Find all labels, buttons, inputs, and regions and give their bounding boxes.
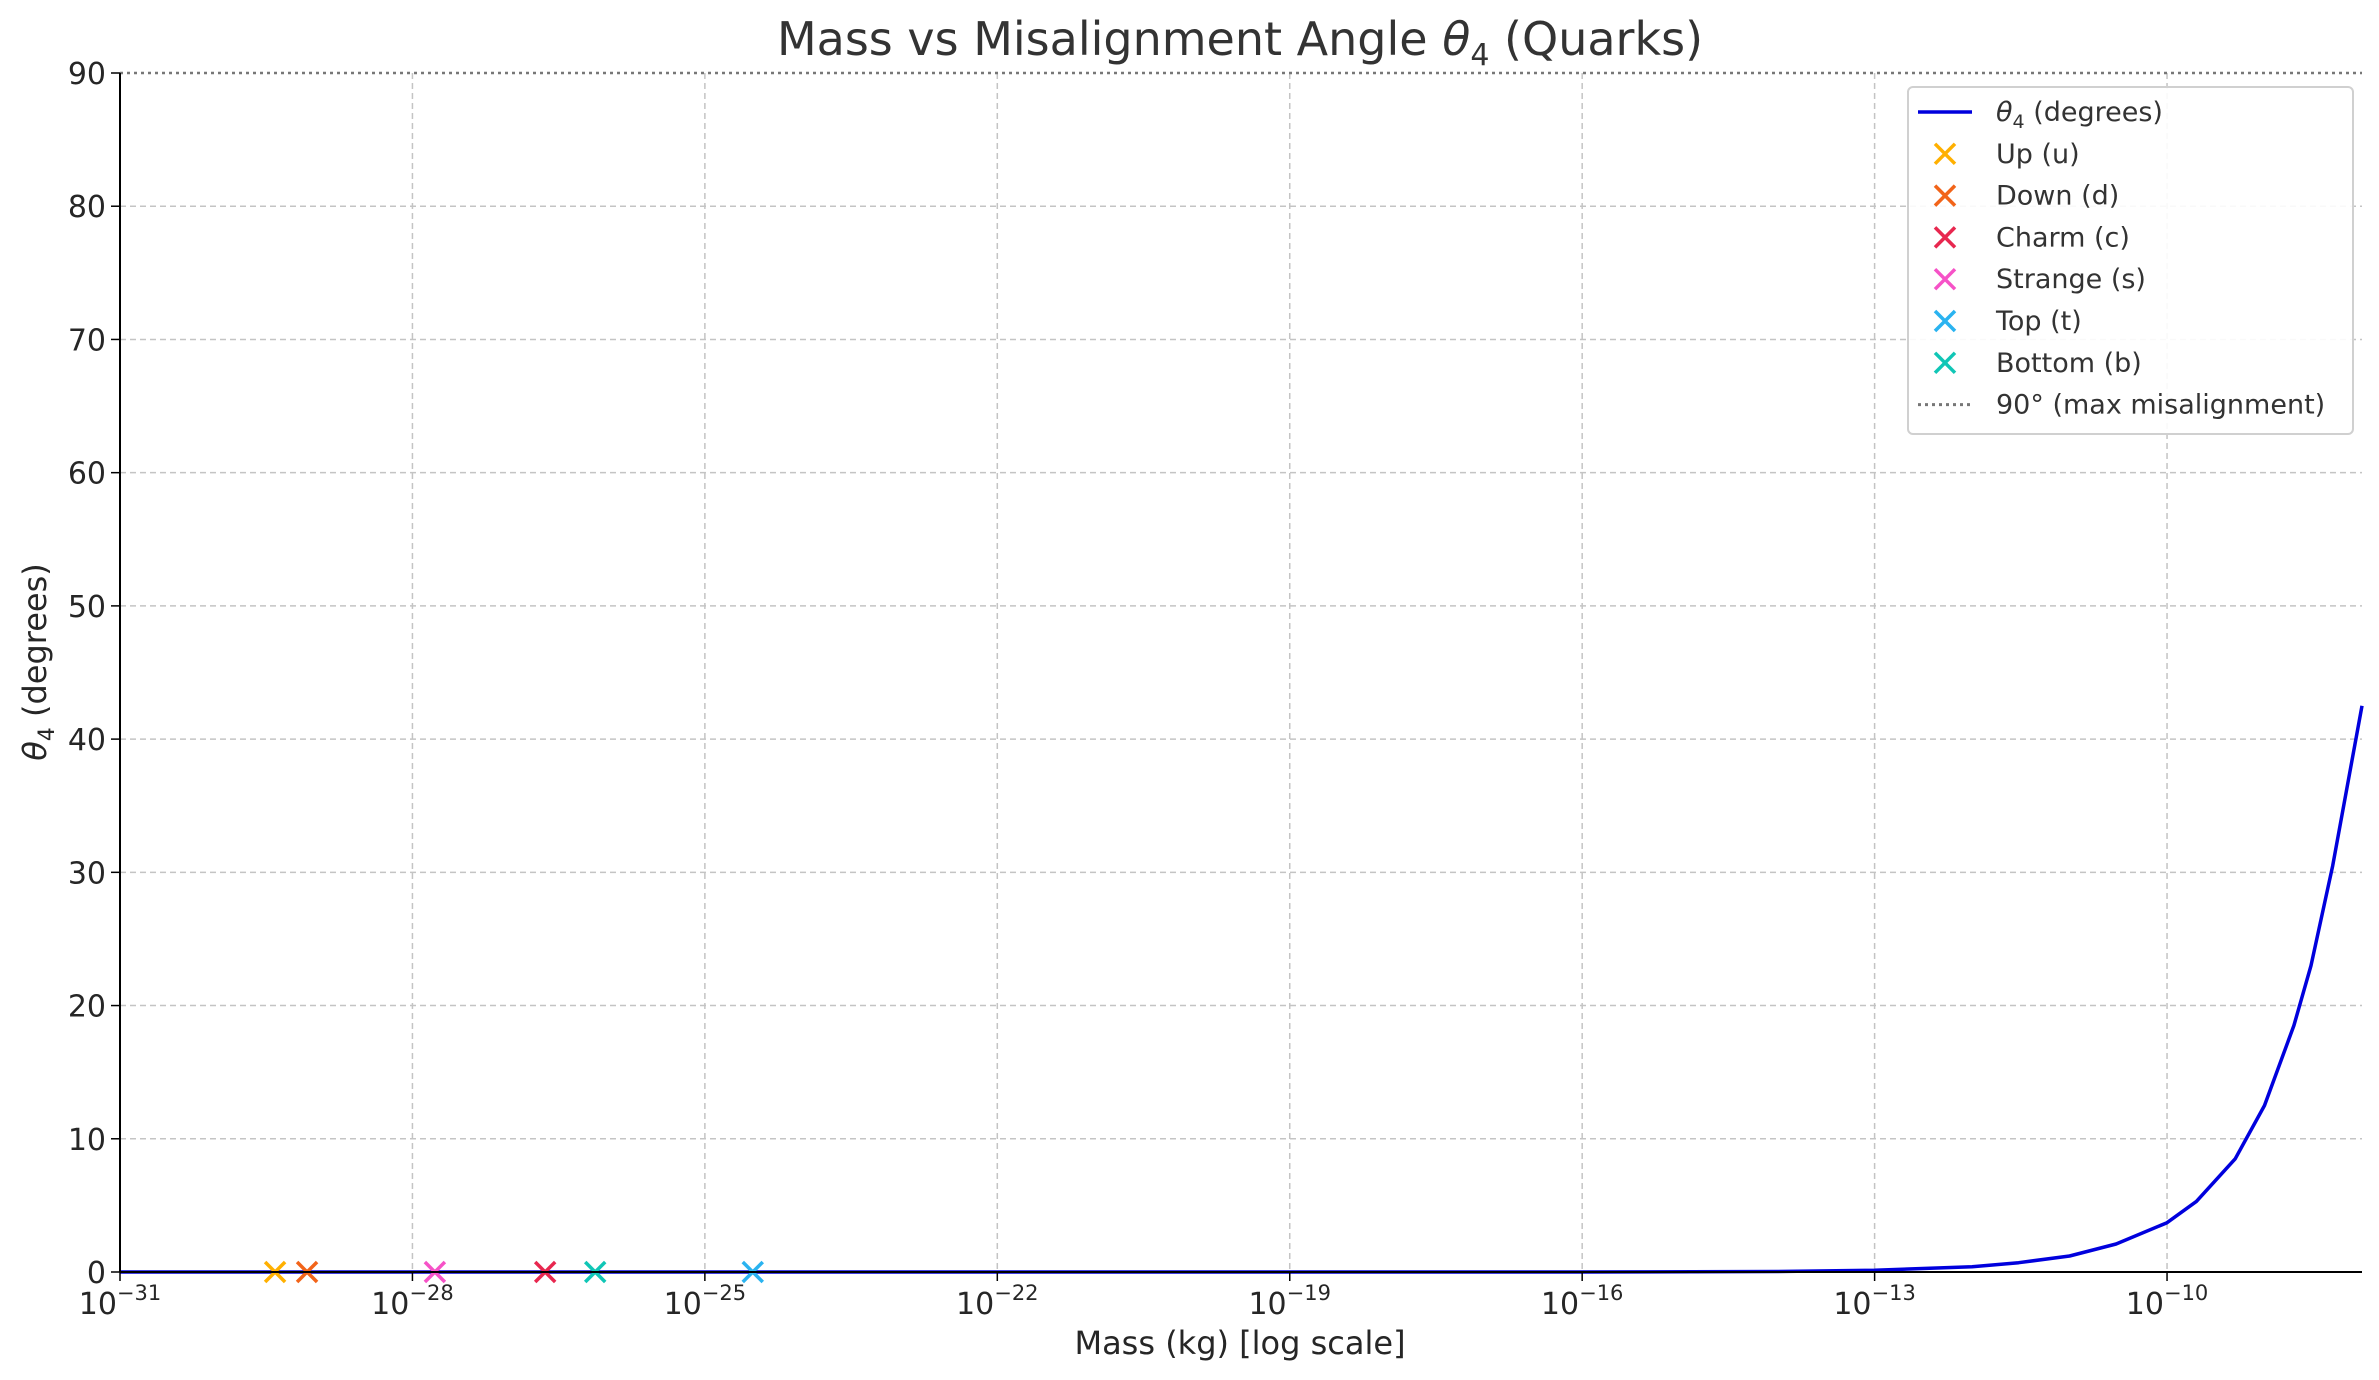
x-tick-label: 10−10	[2126, 1281, 2209, 1322]
legend-entry-theta4: θ4 (degrees)	[1996, 97, 2163, 133]
legend-marker-charm-stroke-b	[1933, 226, 1957, 249]
y-tick-label: 50	[68, 590, 106, 625]
x-tick-label: 10−16	[1541, 1281, 1624, 1322]
legend-label-charm: Charm (c)	[1996, 222, 2130, 253]
legend-marker-strange	[1933, 267, 1957, 291]
x-tick-label: 10−31	[79, 1281, 162, 1322]
x-tick-label: 10−13	[1833, 1281, 1916, 1322]
y-tick-label: 60	[68, 457, 106, 492]
y-axis-label: θ4 (degrees)	[16, 563, 60, 761]
legend-marker-charm	[1933, 226, 1957, 249]
x-tick-label: 10−28	[371, 1281, 454, 1322]
tick-labels: 0 10 20 30 40 50 60 70 80 90 10−31 10−28 10−25 10−22 1…	[68, 57, 2208, 1322]
legend-marker-up	[1933, 142, 1957, 166]
axes	[111, 72, 2362, 1281]
chart-title: Mass vs Misalignment Angle θ4 (Quarks)	[777, 12, 1703, 73]
legend-marker-bottom-stroke-b	[1933, 351, 1957, 375]
x-axis-label: Mass (kg) [log scale]	[1074, 1324, 1405, 1362]
y-tick-label: 80	[68, 190, 106, 225]
legend-marker-down-stroke-b	[1933, 184, 1957, 207]
grid	[120, 73, 2362, 1273]
legend-marker-bottom	[1933, 351, 1957, 375]
y-tick-label: 0	[87, 1256, 106, 1291]
x-tick-label: 10−19	[1248, 1281, 1331, 1322]
legend-box	[1907, 86, 2354, 435]
legend-marker-top-stroke-b	[1933, 309, 1957, 333]
legend-label-down: Down (d)	[1996, 181, 2119, 212]
legend-label-top: Top (t)	[1995, 306, 2082, 337]
x-tick-label: 10−25	[664, 1281, 747, 1322]
legend: θ4 (degrees) Up (u) Down (d) Charm (c) Stra…	[1907, 86, 2354, 435]
x-tick-label: 10−22	[956, 1281, 1039, 1322]
legend-marker-strange-stroke-b	[1933, 267, 1957, 291]
legend-marker-up-stroke-b	[1933, 142, 1957, 166]
legend-scatter-entries: Up (u) Down (d) Charm (c) Strange (s) Top (t…	[1933, 139, 2146, 379]
legend-entry-max-misalignment: 90° (max misalignment)	[1996, 390, 2325, 421]
y-tick-label: 30	[68, 856, 106, 891]
legend-marker-top	[1933, 309, 1957, 333]
y-tick-label: 70	[68, 323, 106, 358]
theta4-line	[120, 705, 2364, 1274]
y-tick-label: 10	[68, 1123, 106, 1158]
legend-label-up: Up (u)	[1996, 139, 2080, 170]
y-tick-label: 90	[68, 57, 106, 92]
legend-label-bottom: Bottom (b)	[1996, 348, 2142, 379]
data-layer	[120, 705, 2364, 1284]
legend-label-strange: Strange (s)	[1996, 264, 2146, 295]
legend-marker-down	[1933, 184, 1957, 207]
y-tick-label: 40	[68, 723, 106, 758]
y-tick-label: 20	[68, 990, 106, 1025]
